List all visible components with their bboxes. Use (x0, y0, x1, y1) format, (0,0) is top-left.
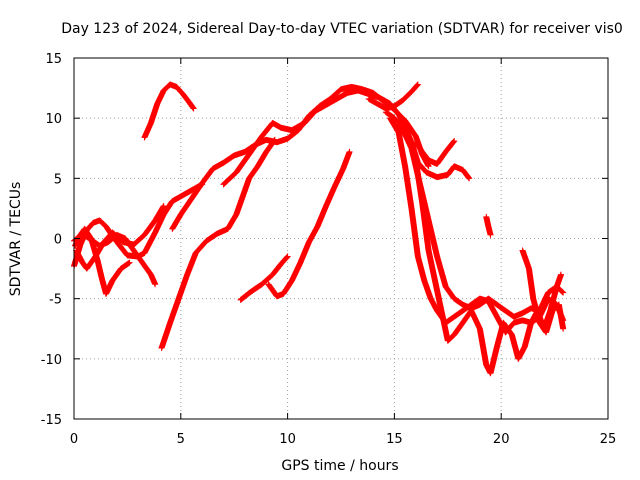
y-tick-label: 15 (45, 52, 62, 67)
series-markers (73, 203, 167, 272)
y-tick-label: 5 (54, 172, 62, 187)
x-tick-label: 25 (600, 432, 617, 447)
series-markers (519, 247, 567, 336)
series-s14 (365, 81, 421, 112)
y-axis-label: SDTVAR / TECUs (8, 182, 24, 297)
series-markers (412, 138, 458, 167)
y-tick-label: 10 (45, 112, 62, 127)
series-s8 (220, 87, 473, 188)
series-s9 (237, 253, 291, 303)
series-markers (483, 213, 494, 238)
x-tick-label: 10 (279, 432, 296, 447)
x-tick-label: 15 (386, 432, 403, 447)
series-markers (412, 157, 565, 377)
x-axis-label: GPS time / hours (281, 458, 398, 474)
y-tick-label: -10 (41, 353, 62, 368)
data-series (71, 81, 567, 377)
y-tick-label: -15 (41, 413, 62, 428)
y-tick-label: -5 (49, 293, 62, 308)
series-s13 (382, 109, 567, 320)
axis-ticks: 0 5 10 15 20 25 -15 -10 -5 0 5 10 15 (41, 52, 617, 447)
series-s10 (265, 148, 353, 300)
x-tick-label: 5 (177, 432, 185, 447)
series-s5 (141, 81, 197, 141)
series-markers (220, 87, 473, 188)
series-markers (365, 81, 421, 112)
series-markers (158, 136, 278, 352)
series-markers (265, 148, 353, 300)
series-s17 (483, 213, 494, 238)
series-markers (237, 253, 291, 303)
series-s12 (412, 157, 565, 377)
y-tick-label: 0 (54, 233, 62, 248)
x-tick-label: 20 (493, 432, 510, 447)
chart-title: Day 123 of 2024, Sidereal Day-to-day VTE… (61, 21, 623, 37)
x-tick-label: 0 (70, 432, 78, 447)
series-s16 (519, 247, 567, 336)
series-markers (141, 81, 197, 141)
series-s15 (412, 138, 458, 167)
series-s4 (73, 203, 167, 272)
series-markers (382, 109, 567, 320)
series-s6 (158, 136, 278, 352)
